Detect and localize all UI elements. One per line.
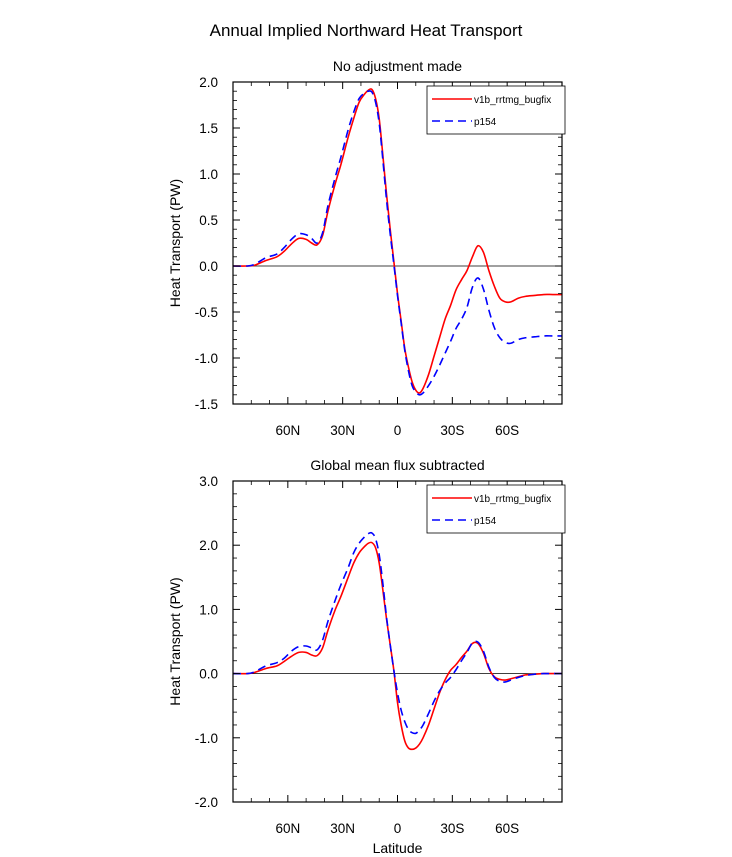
chart-subtitle: No adjustment made [333,58,462,74]
legend: v1b_rrtmg_bugfix p154 [426,484,566,534]
legend-label: v1b_rrtmg_bugfix [474,494,551,505]
y-tick-label: 1.0 [199,167,218,182]
legend-label: p154 [474,117,497,128]
legend-box [426,85,566,135]
x-tick-label: 60S [495,821,519,836]
page-title: Annual Implied Northward Heat Transport [209,21,523,40]
y-axis-label: Heat Transport (PW) [167,179,183,307]
y-tick-label: -1.0 [195,351,218,366]
legend-box [426,484,566,534]
x-tick-label: 30N [330,423,355,438]
y-tick-label: 1.0 [199,602,218,617]
x-tick-label: 60S [495,423,519,438]
y-tick-label: 3.0 [199,474,218,489]
x-tick-label: 0 [394,423,402,438]
y-axis-label: Heat Transport (PW) [167,577,183,705]
y-tick-label: 0.0 [199,259,218,274]
y-tick-label: -2.0 [195,795,218,810]
y-tick-label: 0.0 [199,667,218,682]
x-tick-label: 30S [440,423,464,438]
x-tick-label: 30N [330,821,355,836]
x-axis-label: Latitude [373,840,423,856]
y-tick-label: -1.5 [195,397,218,412]
chart-1: No adjustment made -1.5 -1.0 -0.5 0.0 0.5 1.0 1… [167,58,566,438]
chart-subtitle: Global mean flux subtracted [310,457,484,473]
y-tick-label: 2.0 [199,75,218,90]
x-tick-label: 30S [440,821,464,836]
chart-2: Global mean flux subtracted -2.0 -1.0 0.0 1.… [167,457,566,856]
x-tick-label: 60N [275,423,300,438]
y-tick-label: -1.0 [195,731,218,746]
y-tick-label: 1.5 [199,121,218,136]
series-line-p154 [233,531,562,735]
x-tick-label: 0 [394,821,402,836]
y-tick-label: 0.5 [199,213,218,228]
y-tick-label: -0.5 [195,305,218,320]
y-tick-label: 2.0 [199,538,218,553]
series-line-v1b-rrtmg-bugfix [233,88,562,394]
legend-label: v1b_rrtmg_bugfix [474,95,551,106]
series-line-p154 [233,90,562,396]
legend: v1b_rrtmg_bugfix p154 [426,85,566,135]
legend-label: p154 [474,516,497,527]
x-tick-label: 60N [275,821,300,836]
series-line-v1b-rrtmg-bugfix [233,541,562,751]
